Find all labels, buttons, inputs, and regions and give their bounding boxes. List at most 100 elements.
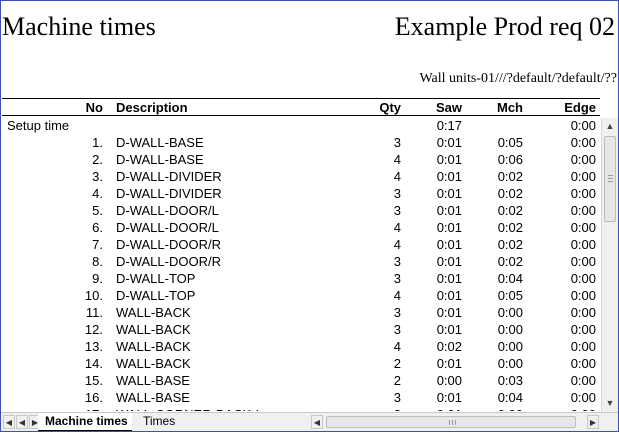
row-no: 17. <box>85 407 103 411</box>
table-body: Setup time 0:17 0:00 1. D-WALL-BASE 3 0:01 0… <box>2 117 600 411</box>
table-row: 14. WALL-BACK 2 0:01 0:00 0:00 <box>2 355 600 372</box>
row-mch: 0:00 <box>497 339 523 354</box>
row-no: 3. <box>92 169 103 184</box>
row-qty: 2 <box>393 373 401 388</box>
row-saw: 0:01 <box>436 237 462 252</box>
row-no: 14. <box>84 356 103 371</box>
table-row: 11. WALL-BACK 3 0:01 0:00 0:00 <box>2 304 600 321</box>
grip-line <box>455 420 456 425</box>
row-description: WALL-BACK <box>116 356 191 371</box>
row-saw: 0:01 <box>436 271 462 286</box>
setup-row: Setup time 0:17 0:00 <box>2 117 600 134</box>
row-no: 6. <box>92 220 103 235</box>
table-row: 16. WALL-BASE 3 0:01 0:04 0:00 <box>2 389 600 406</box>
grip-line <box>449 420 450 425</box>
row-edge: 0:00 <box>570 220 596 235</box>
product-name: Example Prod req 02 <box>394 12 615 41</box>
row-mch: 0:04 <box>497 271 523 286</box>
row-mch: 0:03 <box>497 373 523 388</box>
row-description: D-WALL-TOP <box>116 271 196 286</box>
row-saw: 0:01 <box>436 390 462 405</box>
setup-saw: 0:17 <box>436 118 462 133</box>
row-saw: 0:01 <box>436 152 462 167</box>
row-saw: 0:01 <box>437 407 462 411</box>
horizontal-scroll-thumb[interactable] <box>326 416 576 428</box>
row-no: 1. <box>92 135 103 150</box>
row-no: 9. <box>92 271 103 286</box>
col-mch[interactable]: Mch <box>497 100 523 115</box>
row-qty: 3 <box>393 203 401 218</box>
setup-edge: 0:00 <box>570 118 596 133</box>
row-saw: 0:01 <box>436 169 462 184</box>
table-row: 7. D-WALL-DOOR/R 4 0:01 0:02 0:00 <box>2 236 600 253</box>
row-qty: 3 <box>393 322 401 337</box>
row-saw: 0:01 <box>436 186 462 201</box>
col-edge[interactable]: Edge <box>564 100 596 115</box>
row-description: WALL-CORNER-BACK-L <box>116 407 263 411</box>
row-description: WALL-BACK <box>116 322 191 337</box>
grip-line <box>608 175 613 176</box>
scroll-up-icon[interactable]: ▲ <box>602 118 618 134</box>
col-no[interactable]: No <box>85 100 103 115</box>
row-description: WALL-BACK <box>116 339 191 354</box>
scroll-left-icon[interactable]: ◀ <box>311 415 323 429</box>
col-saw[interactable]: Saw <box>435 100 462 115</box>
tab-machine-times[interactable]: Machine times <box>38 413 132 431</box>
row-qty: 3 <box>393 390 401 405</box>
row-qty: 2 <box>393 356 401 371</box>
table-row: 10. D-WALL-TOP 4 0:01 0:05 0:00 <box>2 287 600 304</box>
row-mch: 0:05 <box>497 135 523 150</box>
row-mch: 0:05 <box>497 288 523 303</box>
table-row: 4. D-WALL-DIVIDER 3 0:01 0:02 0:00 <box>2 185 600 202</box>
table-row: 8. D-WALL-DOOR/R 3 0:01 0:02 0:00 <box>2 253 600 270</box>
row-mch: 0:00 <box>497 305 523 320</box>
row-description: D-WALL-DOOR/R <box>116 254 221 269</box>
row-edge: 0:00 <box>570 390 596 405</box>
row-qty: 4 <box>393 237 401 252</box>
first-icon[interactable]: ◀ <box>3 415 15 429</box>
report-subtitle: Wall units-01///?default/?default/?? <box>419 71 617 86</box>
col-description[interactable]: Description <box>116 100 188 115</box>
row-no: 2. <box>92 152 103 167</box>
prev-icon[interactable]: ◀ <box>16 415 28 429</box>
row-saw: 0:01 <box>436 220 462 235</box>
vertical-scroll-thumb[interactable] <box>604 136 616 222</box>
row-mch: 0:06 <box>497 152 523 167</box>
row-mch: 0:02 <box>497 254 523 269</box>
row-qty: 4 <box>393 152 401 167</box>
row-saw: 0:01 <box>436 305 462 320</box>
scroll-down-icon[interactable]: ▼ <box>602 395 618 411</box>
row-mch: 0:02 <box>497 220 523 235</box>
row-no: 13. <box>84 339 103 354</box>
row-no: 12. <box>84 322 103 337</box>
row-no: 11. <box>85 305 103 320</box>
row-description: WALL-BASE <box>116 390 190 405</box>
row-qty: 4 <box>393 288 401 303</box>
row-description: D-WALL-DOOR/L <box>116 203 219 218</box>
table-row: 2. D-WALL-BASE 4 0:01 0:06 0:00 <box>2 151 600 168</box>
row-no: 15. <box>84 373 103 388</box>
row-qty: 2 <box>394 407 401 411</box>
row-saw: 0:01 <box>436 288 462 303</box>
row-edge: 0:00 <box>570 305 596 320</box>
vertical-scrollbar[interactable]: ▲ ▼ <box>601 118 618 412</box>
horizontal-scrollbar[interactable]: ◀ ▶ <box>311 415 601 430</box>
machine-times-table: No Description Qty Saw Mch Edge Setup ti… <box>2 98 600 411</box>
row-qty: 3 <box>393 271 401 286</box>
table-row: 9. D-WALL-TOP 3 0:01 0:04 0:00 <box>2 270 600 287</box>
scroll-right-icon[interactable]: ▶ <box>587 415 599 429</box>
col-qty[interactable]: Qty <box>379 100 401 115</box>
row-mch: 0:02 <box>497 237 523 252</box>
tab-times[interactable]: Times <box>136 413 184 430</box>
row-no: 7. <box>92 237 103 252</box>
row-saw: 0:00 <box>436 373 462 388</box>
table-header: No Description Qty Saw Mch Edge <box>2 98 600 116</box>
row-saw: 0:02 <box>436 339 462 354</box>
row-qty: 3 <box>393 186 401 201</box>
row-edge: 0:00 <box>570 135 596 150</box>
row-saw: 0:01 <box>436 356 462 371</box>
setup-label: Setup time <box>7 118 70 133</box>
row-description: D-WALL-TOP <box>116 288 196 303</box>
row-mch: 0:02 <box>497 186 523 201</box>
